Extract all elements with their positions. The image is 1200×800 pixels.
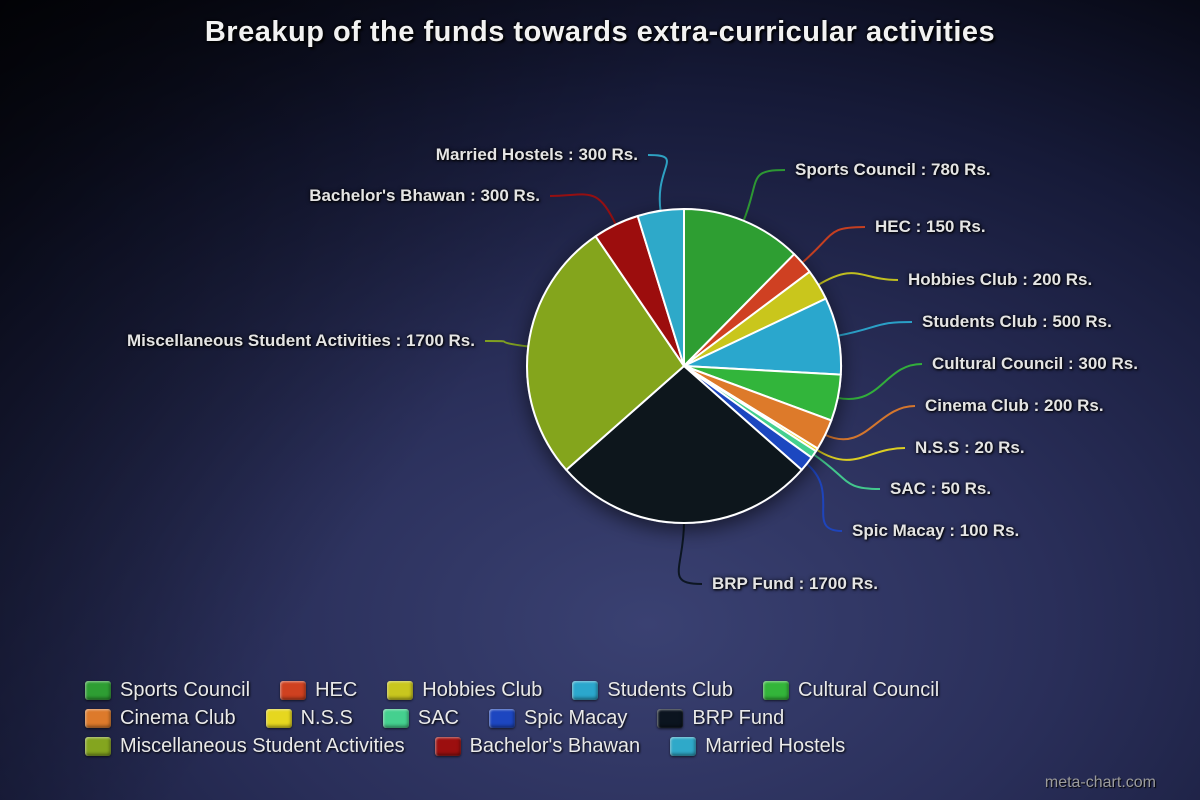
leader-lines: [484, 154, 923, 585]
leader-line-sports-council: [742, 169, 786, 223]
legend-swatch-icon: [85, 708, 111, 728]
legend-swatch-icon: [85, 736, 111, 756]
leader-line-brp-fund: [677, 521, 703, 585]
watermark: meta-chart.com: [1044, 774, 1156, 791]
leader-line-spic-macay: [805, 462, 843, 532]
slice-callout-bachelor-s-bhawan: Bachelor's Bhawan : 300 Rs.: [309, 186, 540, 205]
legend-swatch-icon: [85, 680, 111, 700]
slice-callout-n-s-s: N.S.S : 20 Rs.: [915, 438, 1025, 457]
leader-line-married-hostels: [647, 154, 668, 212]
legend-swatch-icon: [265, 708, 292, 728]
legend-label: Cinema Club: [120, 706, 236, 729]
leader-line-students-club: [836, 321, 913, 337]
legend-item-hec: HEC: [280, 679, 357, 702]
leader-line-cinema-club: [823, 405, 916, 441]
slice-callout-miscellaneous-student-activities: Miscellaneous Student Activities : 1700 …: [127, 331, 475, 350]
legend-item-cultural-council: Cultural Council: [763, 679, 939, 702]
legend-label: SAC: [417, 706, 459, 729]
pie-slice-married-hostels: [636, 208, 685, 367]
legend-row: Cinema Club N.S.S SAC Spic Macay BRP Fund: [85, 704, 939, 732]
legend-item-spic-macay: Spic Macay: [488, 706, 628, 730]
legend-swatch-icon: [657, 708, 684, 728]
legend-item-hobbies-club: Hobbies Club: [387, 679, 542, 702]
legend-item-sports-council: Sports Council: [85, 679, 250, 702]
slice-callout-hobbies-club: Hobbies Club : 200 Rs.: [908, 270, 1093, 289]
legend-swatch-icon: [382, 708, 409, 728]
legend-swatch-icon: [763, 680, 790, 700]
legend-swatch-icon: [572, 680, 599, 700]
chart-title: Breakup of the funds towards extra-curri…: [204, 16, 996, 48]
legend-item-married-hostels: Married Hostels: [670, 735, 845, 758]
legend-swatch-icon: [670, 736, 697, 756]
slice-callout-hec: HEC : 150 Rs.: [875, 217, 986, 236]
legend-label: Miscellaneous Student Activities: [120, 734, 405, 757]
legend-label: Bachelor's Bhawan: [469, 734, 641, 757]
legend-item-sac: SAC: [382, 706, 459, 730]
leader-line-cultural-council: [836, 363, 923, 400]
pie-slice-sports-council: [683, 208, 796, 367]
legend-swatch-icon: [434, 736, 461, 756]
pie-slice-miscellaneous-student-activities: [526, 235, 685, 471]
leader-line-bachelor-s-bhawan: [549, 193, 618, 226]
slice-callout-married-hostels: Married Hostels : 300 Rs.: [435, 145, 638, 164]
leader-line-n-s-s: [815, 447, 906, 461]
legend-item-brp-fund: BRP Fund: [657, 707, 784, 730]
pie-slice-brp-fund: [565, 365, 803, 524]
leader-line-hobbies-club: [816, 272, 899, 287]
slice-callout-sports-council: Sports Council : 780 Rs.: [795, 160, 991, 179]
legend-label: Students Club: [607, 678, 734, 701]
legend-swatch-icon: [280, 680, 307, 700]
legend-label: Hobbies Club: [422, 678, 543, 701]
leader-line-miscellaneous-student-activities: [484, 339, 530, 348]
legend-label: N.S.S: [300, 706, 353, 729]
legend-swatch-icon: [488, 708, 515, 728]
legend-item-bachelor-s-bhawan: Bachelor's Bhawan: [434, 734, 641, 758]
legend-swatch-icon: [387, 680, 414, 700]
legend-item-n-s-s: N.S.S: [265, 706, 353, 730]
slice-callout-sac: SAC : 50 Rs.: [890, 479, 992, 498]
slice-callout-brp-fund: BRP Fund : 1700 Rs.: [712, 574, 878, 593]
pie: [526, 208, 843, 524]
legend: Sports Council HEC Hobbies Club Students Cl…: [85, 676, 939, 760]
legend-label: Cultural Council: [798, 678, 940, 701]
legend-label: Married Hostels: [705, 734, 846, 757]
slice-callout-cultural-council: Cultural Council : 300 Rs.: [932, 354, 1138, 373]
legend-row: Sports Council HEC Hobbies Club Students Cl…: [85, 676, 939, 704]
slice-callout-spic-macay: Spic Macay : 100 Rs.: [852, 521, 1020, 540]
legend-label: Sports Council: [120, 678, 251, 701]
legend-item-miscellaneous-student-activities: Miscellaneous Student Activities: [85, 735, 405, 758]
legend-item-cinema-club: Cinema Club: [85, 707, 236, 730]
leader-line-sac: [812, 453, 881, 490]
legend-item-students-club: Students Club: [572, 679, 733, 702]
legend-label: HEC: [315, 678, 358, 701]
leader-line-hec: [800, 226, 866, 265]
legend-label: Spic Macay: [523, 706, 628, 729]
legend-label: BRP Fund: [692, 706, 785, 729]
slice-callout-cinema-club: Cinema Club : 200 Rs.: [925, 396, 1104, 415]
legend-row: Miscellaneous Student Activities Bachelor…: [85, 732, 939, 760]
slice-callout-students-club: Students Club : 500 Rs.: [922, 312, 1112, 331]
